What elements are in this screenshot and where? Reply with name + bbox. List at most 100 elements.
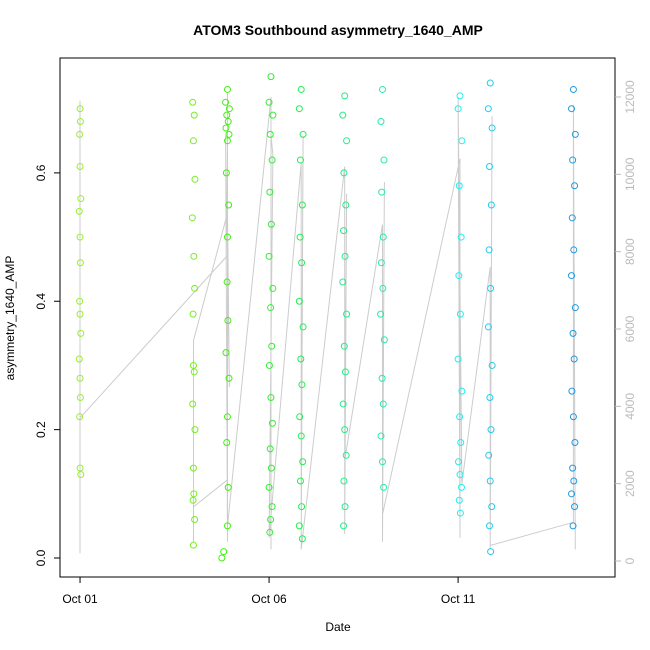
data-point bbox=[340, 477, 348, 485]
data-point bbox=[487, 548, 495, 556]
data-point bbox=[568, 272, 576, 280]
y-tick-label: 0.6 bbox=[34, 164, 48, 181]
data-point bbox=[191, 284, 199, 292]
data-point bbox=[339, 111, 347, 119]
data-point bbox=[570, 355, 578, 363]
data-point bbox=[267, 515, 275, 523]
data-point bbox=[488, 361, 496, 369]
data-point bbox=[340, 169, 348, 177]
data-point bbox=[569, 329, 577, 337]
y-tick-label: 0.2 bbox=[34, 421, 48, 438]
data-point bbox=[456, 509, 464, 517]
data-point bbox=[456, 92, 464, 100]
data-point bbox=[486, 477, 494, 485]
data-point bbox=[484, 105, 492, 113]
data-point bbox=[298, 201, 306, 209]
data-point bbox=[297, 355, 305, 363]
data-point bbox=[225, 201, 233, 209]
x-tick-label: Oct 11 bbox=[441, 592, 476, 606]
data-point bbox=[223, 137, 231, 145]
data-point bbox=[76, 297, 84, 305]
data-point bbox=[299, 458, 307, 466]
data-point bbox=[456, 310, 464, 318]
data-point bbox=[455, 272, 463, 280]
data-point bbox=[378, 374, 386, 382]
data-point bbox=[487, 426, 495, 434]
data-point bbox=[76, 464, 84, 472]
data-point bbox=[485, 522, 493, 530]
data-point bbox=[267, 394, 275, 402]
data-point bbox=[189, 496, 197, 504]
data-point bbox=[341, 92, 349, 100]
data-point bbox=[456, 471, 464, 479]
data-point bbox=[76, 374, 84, 382]
x-tick-label: Oct 06 bbox=[251, 592, 287, 606]
data-point bbox=[570, 477, 578, 485]
data-point bbox=[378, 188, 386, 196]
data-point bbox=[267, 73, 275, 81]
data-point bbox=[266, 528, 274, 536]
data-point bbox=[343, 137, 351, 145]
y2-tick-label: 6000 bbox=[623, 315, 637, 342]
data-point bbox=[299, 130, 307, 138]
data-point bbox=[298, 535, 306, 543]
data-point bbox=[457, 438, 465, 446]
data-point bbox=[224, 317, 232, 325]
data-point bbox=[223, 278, 231, 286]
data-point bbox=[487, 201, 495, 209]
data-point bbox=[379, 400, 387, 408]
data-point bbox=[341, 426, 349, 434]
data-point bbox=[378, 85, 386, 93]
data-point bbox=[225, 105, 233, 113]
y2-tick-label: 0 bbox=[623, 557, 637, 564]
y-tick-label: 0.4 bbox=[34, 293, 48, 310]
data-point bbox=[268, 156, 276, 164]
data-point bbox=[190, 111, 198, 119]
data-point bbox=[295, 105, 303, 113]
data-point bbox=[77, 195, 85, 203]
data-point bbox=[75, 355, 83, 363]
data-point bbox=[265, 252, 273, 260]
data-point bbox=[223, 233, 231, 241]
data-point bbox=[298, 503, 306, 511]
data-point bbox=[571, 503, 579, 511]
data-point bbox=[458, 483, 466, 491]
y2-tick-label: 2000 bbox=[623, 470, 637, 497]
data-point bbox=[296, 156, 304, 164]
data-point bbox=[296, 477, 304, 485]
data-point bbox=[268, 503, 276, 511]
data-point bbox=[377, 259, 385, 267]
data-point bbox=[569, 85, 577, 93]
data-point bbox=[298, 381, 306, 389]
data-point bbox=[225, 130, 233, 138]
data-point bbox=[377, 118, 385, 126]
data-point bbox=[77, 329, 85, 337]
data-point bbox=[456, 413, 464, 421]
data-point bbox=[378, 458, 386, 466]
data-point bbox=[222, 124, 230, 132]
data-point bbox=[220, 548, 228, 556]
data-point bbox=[569, 156, 577, 164]
data-point bbox=[267, 220, 275, 228]
y-axis-label: asymmetry_1640_AMP bbox=[3, 256, 17, 381]
data-point bbox=[488, 124, 496, 132]
data-point bbox=[342, 201, 350, 209]
data-point bbox=[488, 503, 496, 511]
data-point bbox=[571, 304, 579, 312]
data-point bbox=[341, 368, 349, 376]
data-point bbox=[267, 464, 275, 472]
data-point bbox=[485, 451, 493, 459]
data-point bbox=[341, 252, 349, 260]
chart-title: ATOM3 Southbound asymmetry_1640_AMP bbox=[193, 22, 483, 38]
data-point bbox=[223, 413, 231, 421]
data-point bbox=[487, 284, 495, 292]
data-point bbox=[265, 361, 273, 369]
data-point bbox=[224, 483, 232, 491]
data-point bbox=[223, 522, 231, 530]
data-point bbox=[299, 323, 307, 331]
data-point bbox=[457, 233, 465, 241]
data-point bbox=[379, 233, 387, 241]
y2-tick-label: 8000 bbox=[623, 238, 637, 265]
data-point bbox=[77, 471, 85, 479]
